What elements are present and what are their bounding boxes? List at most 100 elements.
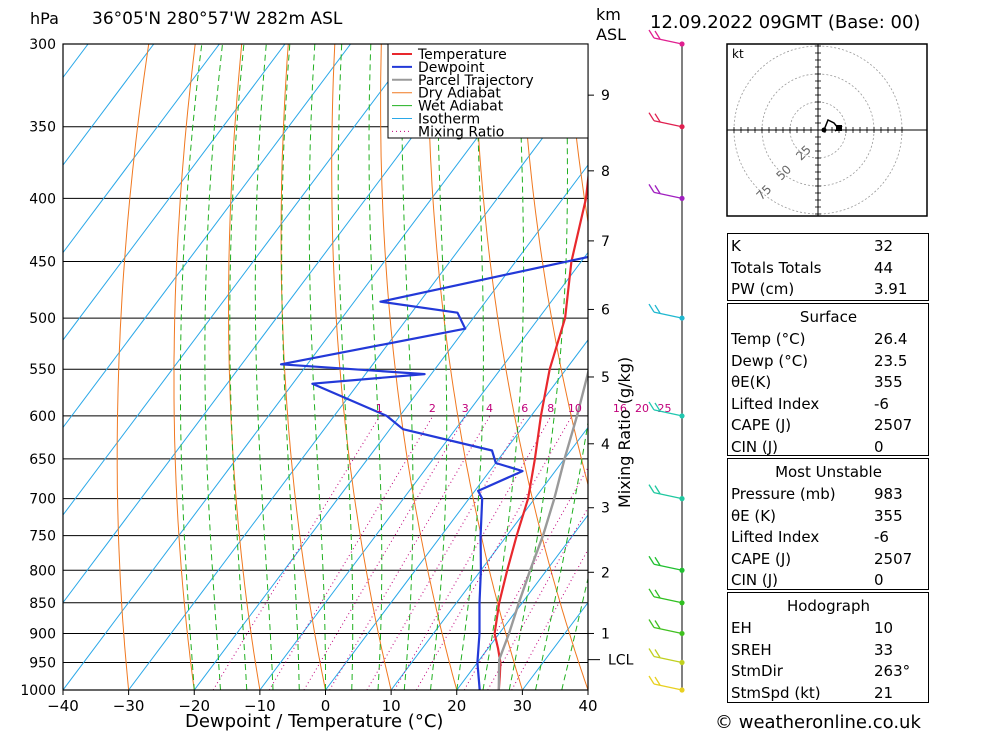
hodograph-stats-title: Hodograph: [786, 597, 871, 615]
km-tick-label: 8: [601, 164, 610, 180]
km-tick-label: 4: [601, 437, 610, 453]
hodograph-stats-box: [727, 592, 929, 703]
temp-tick-label: 0: [321, 697, 331, 715]
legend-label: Temperature: [417, 47, 507, 63]
temp-tick-label: −40: [47, 697, 79, 715]
dry-adiabat: [380, 44, 458, 690]
surface-box: [727, 303, 929, 456]
dewpoint-line: [279, 89, 588, 690]
surface-row: Temp (°C) 26.4: [731, 330, 908, 348]
mu-row: CAPE (J) 2507: [731, 549, 913, 568]
pressure-tick-label: 450: [29, 255, 56, 271]
lcl-label: LCL: [608, 653, 634, 669]
isotherm-line: [63, 44, 155, 166]
profile-lines: [279, 89, 588, 690]
pressure-tick-label: 550: [29, 362, 56, 378]
wind-barb: [648, 184, 685, 201]
location-title: 36°05'N 280°57'W 282m ASL: [92, 9, 343, 29]
mixing-ratio-label: 3: [462, 402, 469, 415]
isotherm-line: [456, 514, 588, 690]
wind-barb: [648, 484, 685, 502]
wind-barb: [648, 648, 685, 666]
wet-adiabat: [229, 44, 248, 690]
dry-adiabat: [116, 44, 150, 690]
pressure-tick-label: 750: [29, 529, 56, 545]
pressure-tick-label: 400: [29, 191, 56, 207]
wet-adiabat: [179, 44, 203, 690]
km-tick-label: 2: [601, 565, 610, 581]
wet-adiabat: [401, 44, 414, 690]
mixing-ratio-line: [394, 415, 552, 690]
asl-unit: ASL: [596, 25, 626, 44]
pressure-tick-label: 650: [29, 452, 56, 468]
background-lines: [0, 44, 1000, 690]
isotherm-line: [0, 44, 23, 690]
wet-adiabat: [508, 44, 568, 690]
pressure-tick-label: 950: [29, 655, 56, 671]
km-tick-label: 3: [601, 501, 610, 517]
wind-barb: [648, 112, 685, 130]
wet-adiabat: [368, 44, 383, 690]
km-tick-label: 5: [601, 370, 610, 386]
pressure-tick-label: 350: [29, 120, 56, 136]
isotherm-line: [193, 164, 588, 690]
wet-adiabat: [204, 44, 223, 690]
hodograph-storm-motion: [836, 125, 842, 131]
index-row: K 32: [731, 237, 894, 255]
mixing-ratio-label: 6: [521, 402, 528, 415]
wet-adiabat: [254, 44, 274, 690]
wind-barb: [648, 588, 685, 606]
indices-table: K 32 Totals Totals 44 PW (cm) 3.91: [727, 236, 930, 301]
mixing-ratio-line: [329, 415, 491, 690]
legend-label: Dry Adiabat: [418, 86, 501, 102]
mixing-ratio-line: [487, 506, 588, 690]
pressure-tick-label: 800: [29, 563, 56, 579]
temp-tick-label: −20: [178, 697, 210, 715]
isotherm-line: [325, 339, 588, 690]
hodo-row: StmSpd (kt) 21: [731, 683, 894, 702]
isotherm-line: [63, 44, 286, 341]
legend-label: Parcel Trajectory: [418, 73, 534, 89]
pressure-tick-label: 900: [29, 626, 56, 642]
most-unstable-table: Most Unstable Pressure (mb) 983 θE (K) 355…: [727, 460, 930, 592]
axes: 3003504004505005506006507007508008509009…: [20, 37, 633, 715]
hodo-row: StmDir 263°: [731, 662, 911, 680]
isotherm-line: [63, 44, 483, 604]
pressure-tick-label: 1000: [20, 683, 56, 699]
temp-tick-label: 20: [447, 697, 466, 715]
most-unstable-title: Most Unstable: [775, 463, 882, 481]
isotherm-line: [63, 44, 220, 254]
hodo-row: SREH 33: [731, 640, 894, 659]
wind-barbs: [648, 29, 685, 693]
dry-adiabat: [280, 44, 326, 690]
pressure-tick-label: 700: [29, 492, 56, 508]
pressure-tick-label: 600: [29, 409, 56, 425]
km-unit: km: [596, 5, 621, 24]
wind-barb: [648, 619, 685, 637]
indices-box: [727, 233, 929, 301]
wet-adiabat: [281, 44, 300, 690]
mu-row: θE (K) 355: [731, 506, 903, 525]
temp-tick-label: 10: [382, 697, 401, 715]
mixing-ratio-label: 10: [568, 402, 582, 415]
surface-row: Lifted Index -6: [731, 394, 889, 413]
dry-adiabat: [940, 44, 1000, 690]
wet-adiabat: [535, 419, 588, 690]
legend-label: Mixing Ratio: [418, 124, 504, 140]
mixing-ratio-label: 20: [635, 402, 649, 415]
pressure-tick-label: 850: [29, 596, 56, 612]
isotherm-line: [390, 426, 588, 690]
dry-adiabat: [520, 44, 588, 487]
hodograph-origin-dot: [821, 127, 827, 133]
surface-row: CIN (J) 0: [731, 437, 884, 456]
legend-label: Wet Adiabat: [418, 99, 504, 115]
x-axis-label: Dewpoint / Temperature (°C): [185, 711, 443, 732]
temp-tick-label: −30: [113, 697, 145, 715]
surface-table: Surface Temp (°C) 26.4 Dewp (°C) 23.5 θE(K…: [727, 305, 930, 458]
mixing-ratio-line: [511, 548, 588, 690]
mixing-ratio-label: 4: [486, 402, 493, 415]
wet-adiabat: [430, 44, 448, 690]
hodograph-unit: kt: [732, 47, 744, 61]
km-tick-label: 9: [601, 88, 610, 104]
